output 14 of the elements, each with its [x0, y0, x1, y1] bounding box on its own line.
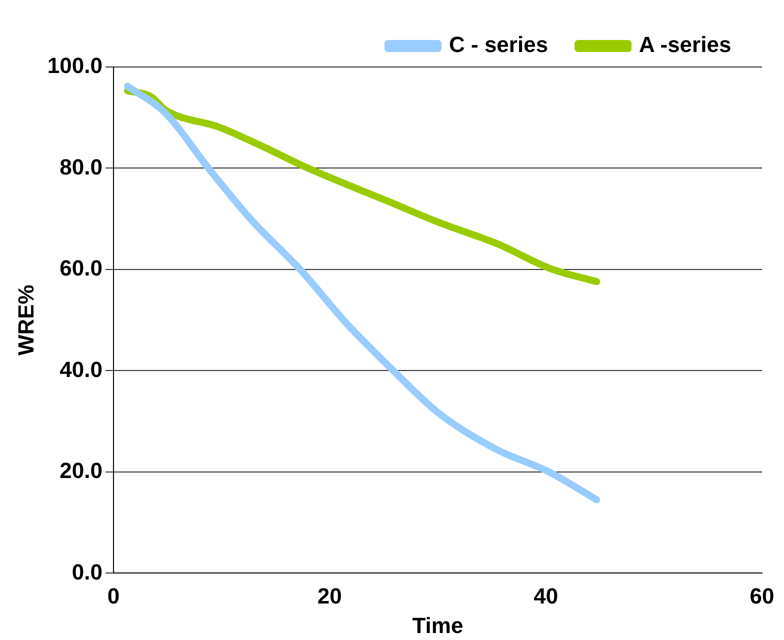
y-tick-label: 100.0	[47, 53, 102, 78]
legend-label: C - series	[449, 32, 548, 58]
y-tick-label: 80.0	[60, 154, 102, 180]
y-tick-label: 0.0	[72, 559, 102, 584]
x-tick-label: 60	[750, 583, 774, 608]
x-tick-label: 40	[534, 583, 558, 608]
y-tick-label: 40.0	[60, 356, 102, 382]
x-axis-title: Time	[412, 612, 464, 638]
y-tick-label: 20.0	[60, 458, 102, 484]
legend-label: A -series	[639, 32, 732, 58]
x-tick-label: 0	[107, 583, 120, 608]
y-axis-title: WRE%	[13, 284, 38, 356]
y-tick-label: 60.0	[60, 256, 102, 281]
x-tick-label: 20	[317, 583, 342, 608]
